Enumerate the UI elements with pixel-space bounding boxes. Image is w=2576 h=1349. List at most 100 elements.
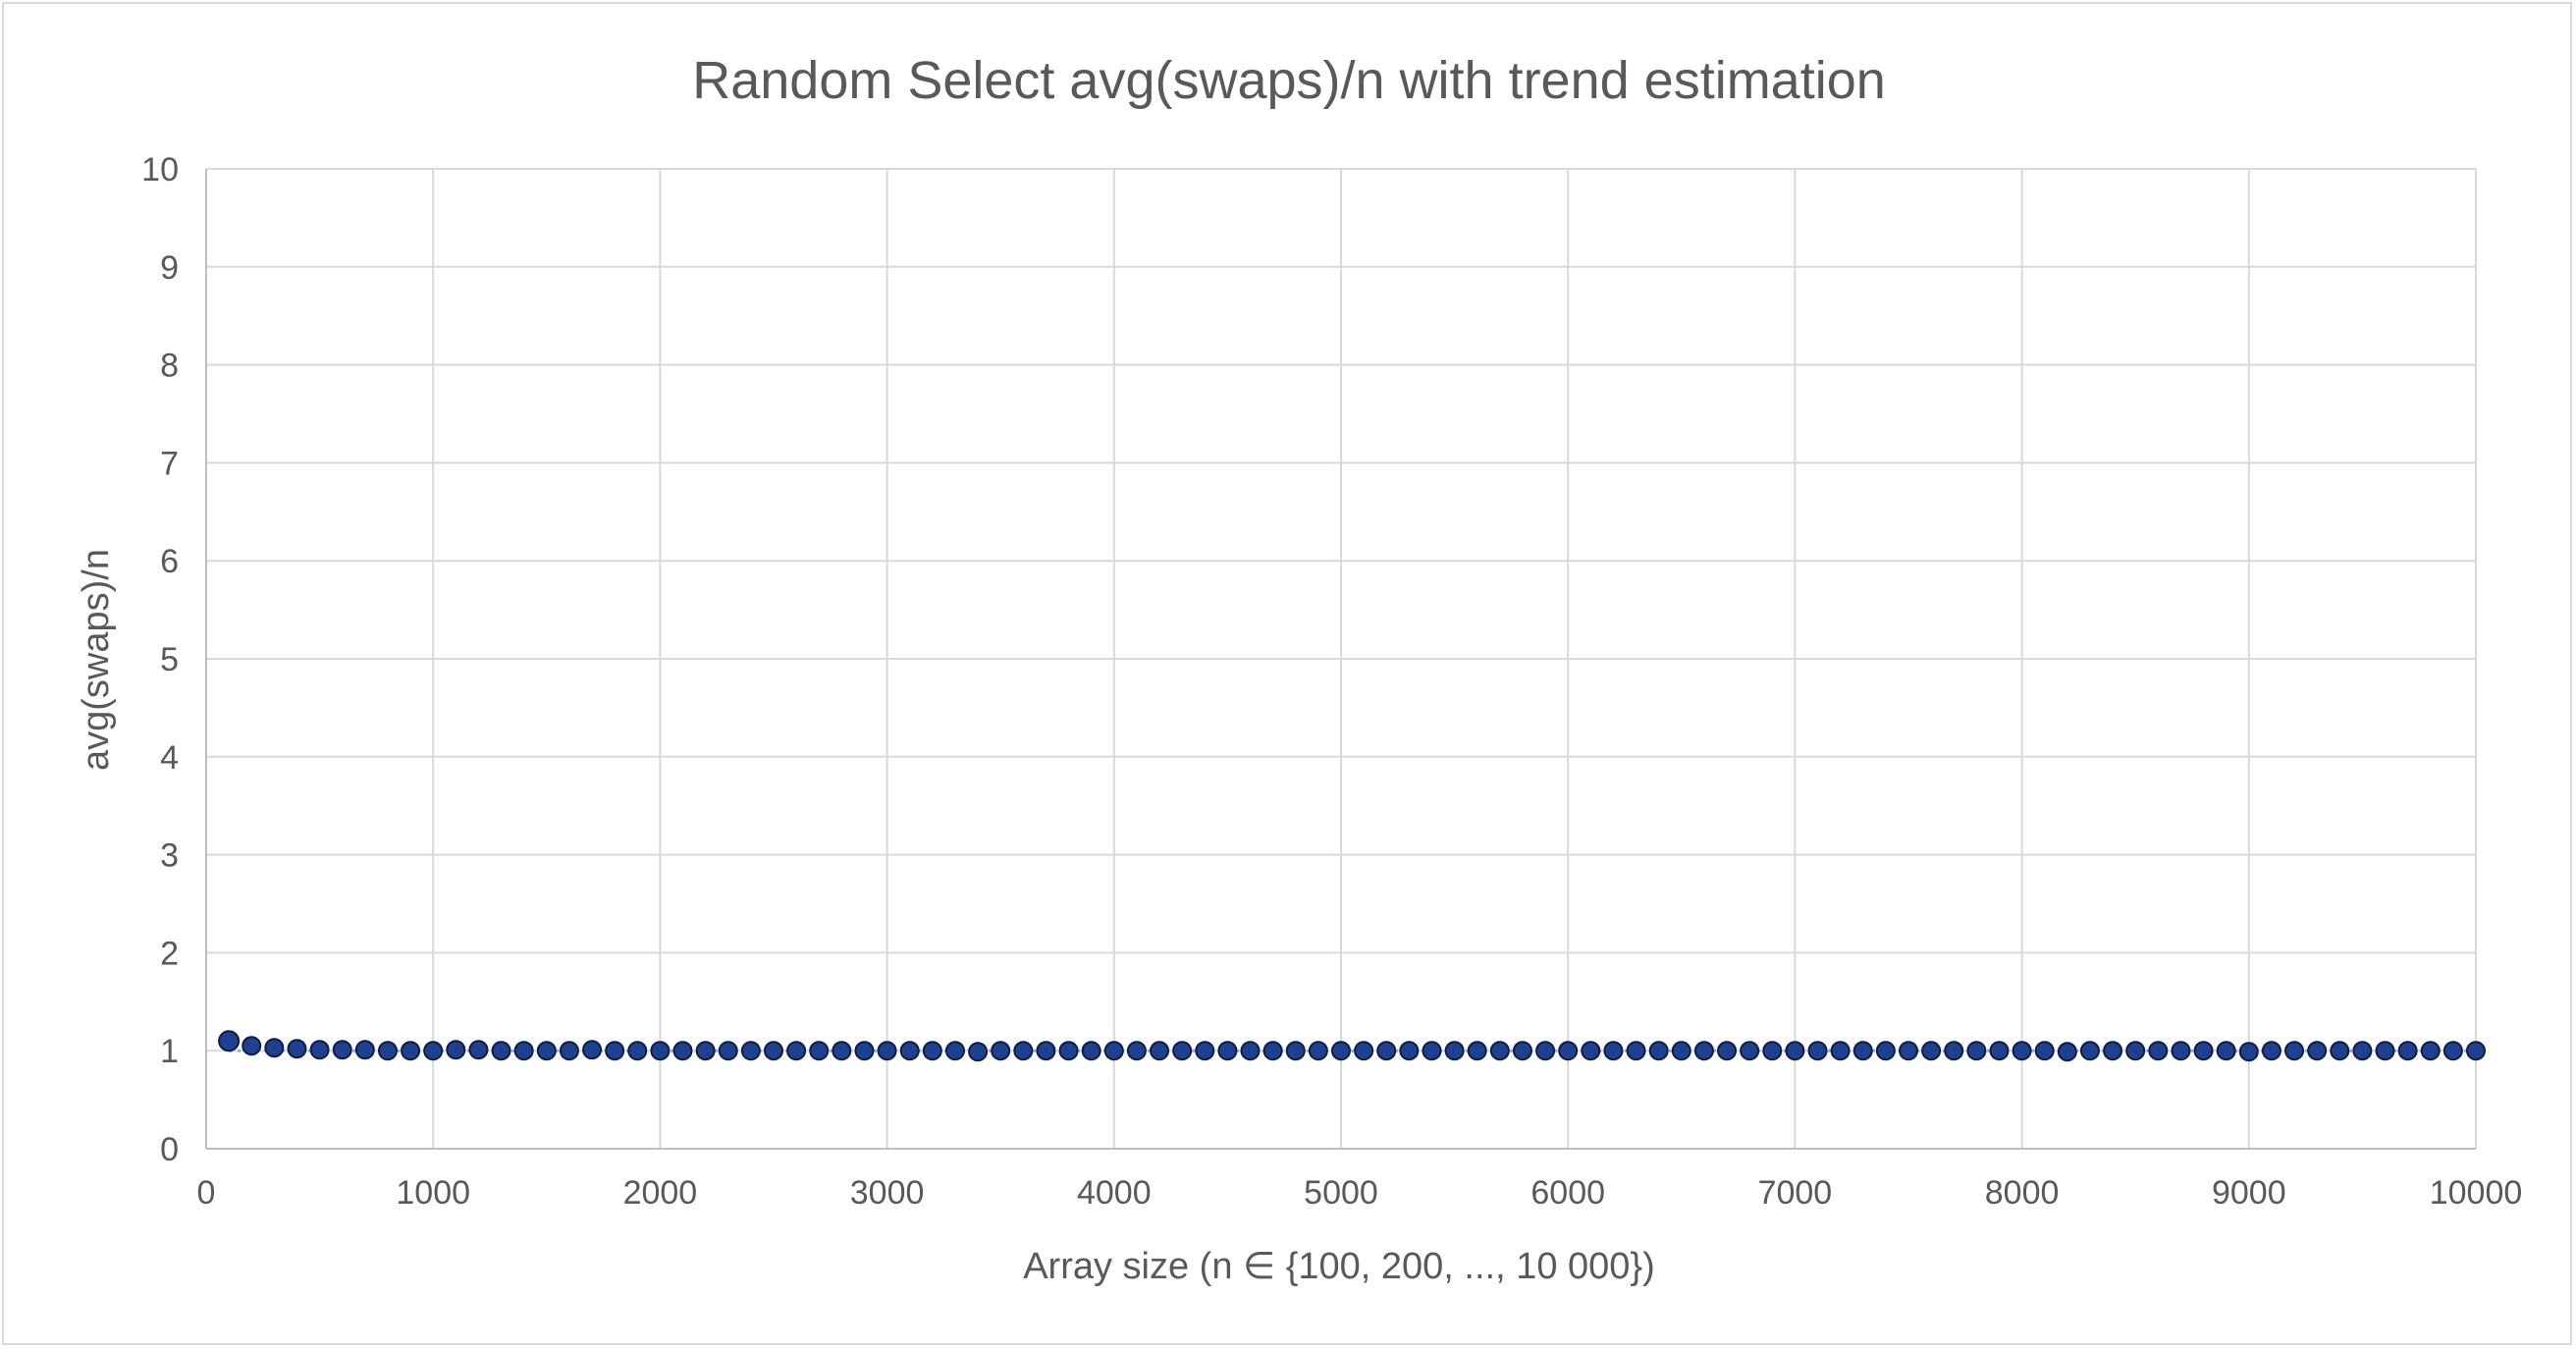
data-point [786,1041,807,1061]
data-point [2171,1041,2191,1061]
data-point [899,1041,920,1061]
y-tick-label: 0 [160,1131,179,1168]
data-point [1648,1041,1669,1061]
data-point [513,1041,534,1061]
data-point [1717,1041,1738,1061]
data-point [1693,1041,1714,1061]
data-point [650,1041,671,1061]
x-tick-label: 1000 [396,1174,470,1212]
data-point [1126,1041,1147,1061]
data-point [991,1041,1011,1061]
y-axis-label: avg(swaps)/n [76,549,117,771]
data-point [1875,1041,1896,1061]
data-point [2442,1041,2463,1061]
data-point [2079,1041,2100,1061]
data-point [423,1041,444,1061]
data-point [695,1041,716,1061]
data-point [2193,1041,2214,1061]
data-point [1671,1041,1691,1061]
data-point [968,1042,989,1062]
data-point [1444,1041,1465,1061]
data-point [1626,1041,1646,1061]
data-point [1308,1041,1328,1061]
x-tick-label: 2000 [623,1174,698,1212]
data-point [1740,1041,1760,1061]
data-point [1807,1041,1828,1061]
x-tick-label: 10000 [2430,1174,2523,1212]
data-point [1150,1041,1170,1061]
y-tick-label: 1 [160,1033,179,1070]
data-point [2352,1041,2373,1061]
y-tick-label: 5 [160,641,179,678]
data-point [944,1041,965,1061]
data-point [809,1041,830,1061]
data-point [1989,1041,2010,1061]
x-tick-label: 3000 [850,1174,925,1212]
data-point [1195,1041,1215,1061]
data-point [1581,1041,1601,1061]
data-point [1467,1041,1487,1061]
x-tick-labels: 0 1000 2000 3000 4000 5000 6000 7000 8000 9000 100… [197,1174,2523,1212]
data-point [1217,1041,1238,1061]
data-point [242,1036,262,1056]
data-point [2375,1041,2395,1061]
data-point [1262,1041,1283,1061]
y-tick-label: 8 [160,348,179,385]
data-point [401,1041,421,1061]
y-tick-label: 10 [141,151,179,189]
data-point [1058,1041,1079,1061]
y-tick-label: 9 [160,249,179,287]
data-point [1535,1041,1556,1061]
data-point [1354,1041,1374,1061]
y-tick-label: 2 [160,935,179,972]
y-tick-label: 6 [160,543,179,580]
data-point [1966,1041,1987,1061]
data-point [468,1040,489,1060]
data-point [1852,1041,1873,1061]
data-point [1422,1041,1442,1061]
data-point [877,1041,897,1061]
data-point [1013,1041,1034,1061]
data-point [287,1039,307,1059]
data-point [1376,1041,1397,1061]
data-point [536,1041,557,1061]
data-point [2284,1041,2305,1061]
data-point [718,1041,738,1061]
data-point [854,1041,875,1061]
data-point [1103,1041,1124,1061]
scatter-chart: Random Select avg(swaps)/n with trend es… [76,51,2523,1287]
data-point [1399,1041,1420,1061]
data-point [740,1041,761,1061]
y-tick-label: 4 [160,739,179,777]
data-point [309,1040,330,1060]
x-tick-label: 4000 [1077,1174,1152,1212]
data-point [2330,1041,2350,1061]
data-point [2261,1041,2281,1061]
data-point [2012,1041,2032,1061]
data-point [2466,1041,2486,1061]
data-point [2420,1041,2441,1061]
x-axis-label: Array size (n ∈ {100, 200, ..., 10 000}) [1023,1246,1655,1287]
y-tick-labels: 0 1 2 3 4 5 6 7 8 9 10 [141,151,179,1168]
data-point [1603,1041,1624,1061]
data-point [605,1041,625,1061]
data-point [2397,1041,2418,1061]
y-tick-label: 3 [160,837,179,875]
data-point [1785,1041,1805,1061]
data-point [2057,1042,2077,1062]
data-point [764,1041,783,1061]
data-point [922,1041,942,1061]
x-tick-label: 5000 [1304,1174,1378,1212]
data-point [1172,1041,1193,1061]
data-point [332,1040,352,1060]
data-point [264,1038,285,1058]
data-point [2103,1041,2123,1061]
data-point [1489,1041,1510,1061]
x-tick-label: 0 [197,1174,216,1212]
data-point [1331,1041,1351,1061]
data-point [1240,1041,1261,1061]
data-point [2216,1041,2236,1061]
data-point [627,1041,648,1061]
data-point [377,1041,398,1061]
